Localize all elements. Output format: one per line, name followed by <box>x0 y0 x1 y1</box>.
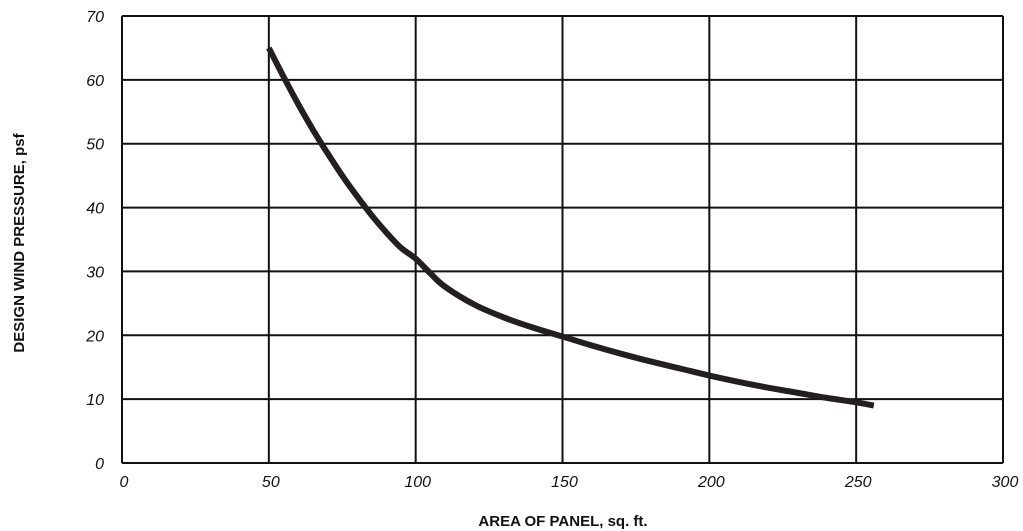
y-tick-label-30: 30 <box>86 264 104 281</box>
grid-lines <box>121 15 1004 464</box>
x-axis-title: AREA OF PANEL, sq. ft. <box>478 513 647 530</box>
series-line-0 <box>266 46 875 409</box>
y-tick-label-60: 60 <box>86 73 104 90</box>
x-tick-label-200: 200 <box>697 474 725 491</box>
y-tick-labels: 0 10 20 30 40 50 60 70 <box>85 9 104 473</box>
y-axis-title: DESIGN WIND PRESSURE, psf <box>11 132 28 352</box>
x-tick-label-300: 300 <box>992 474 1019 491</box>
y-tick-label-50: 50 <box>86 137 104 154</box>
y-tick-label-70: 70 <box>86 9 104 26</box>
y-tick-label-40: 40 <box>86 201 104 218</box>
y-tick-label-20: 20 <box>85 328 104 345</box>
x-tick-label-50: 50 <box>262 474 280 491</box>
y-tick-label-0: 0 <box>95 456 104 473</box>
series-layer <box>266 46 875 409</box>
y-tick-label-10: 10 <box>86 392 104 409</box>
x-tick-label-0: 0 <box>120 474 129 491</box>
x-tick-label-150: 150 <box>551 474 578 491</box>
x-tick-label-100: 100 <box>404 474 431 491</box>
x-tick-label-250: 250 <box>844 474 872 491</box>
x-tick-labels: 0 50 100 150 200 250 300 <box>120 474 1019 491</box>
